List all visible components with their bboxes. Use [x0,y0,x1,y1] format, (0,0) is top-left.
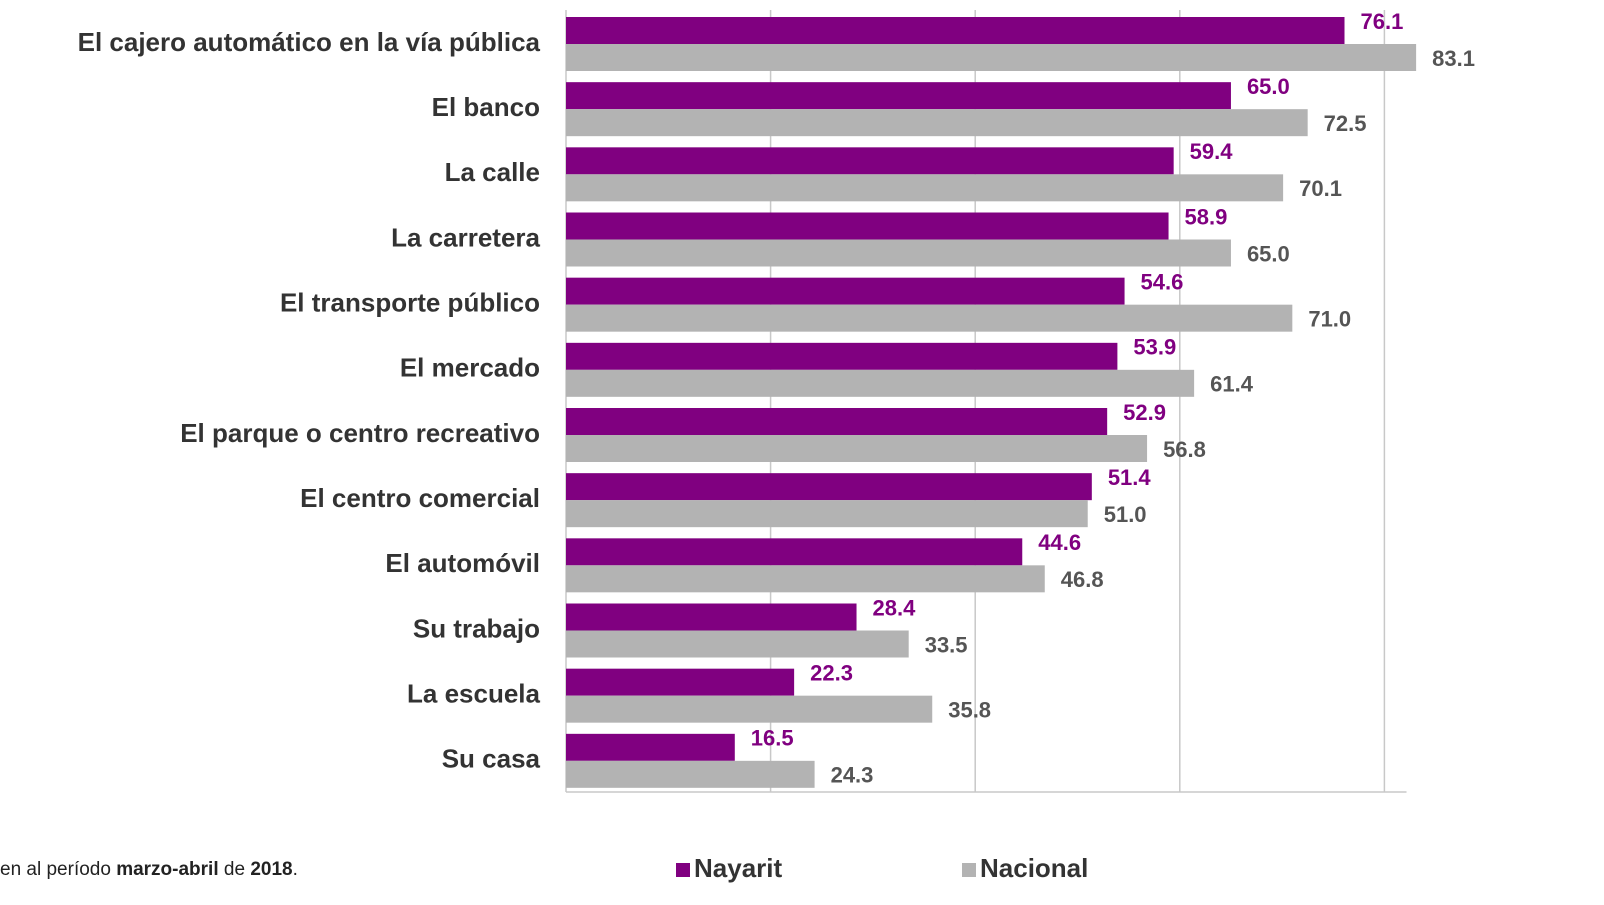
y-tick-label: El mercado [400,353,540,383]
y-tick-label: El banco [432,92,540,122]
bar [566,277,1125,305]
bar [566,82,1231,110]
data-label: 46.8 [1061,567,1104,592]
data-label: 51.0 [1104,502,1147,527]
bar [566,695,933,723]
bar [566,408,1108,435]
bar [566,369,1195,397]
data-label: 24.3 [831,763,874,788]
bar [566,304,1293,332]
bar [566,760,815,788]
y-tick-label: El transporte público [280,288,540,318]
data-label: 28.4 [873,595,917,620]
note-part: en al período [0,859,116,880]
legend-label: Nacional [980,853,1088,883]
data-label: 53.9 [1133,335,1176,360]
bar [566,17,1345,44]
y-tick-label: El centro comercial [300,483,540,513]
data-label: 56.8 [1163,437,1206,462]
data-label: 70.1 [1299,176,1342,201]
legend-swatch [962,863,976,877]
legend-swatch [676,863,690,877]
data-label: 33.5 [925,632,968,657]
data-label: 54.6 [1141,269,1184,294]
note-part: 2018 [250,859,292,880]
bar [566,500,1088,528]
note-part: . [293,859,298,880]
data-label: 83.1 [1432,46,1475,71]
data-label: 44.6 [1038,530,1081,555]
bar [566,733,735,761]
y-tick-label: La carretera [391,222,540,252]
legend-label: Nayarit [694,853,782,883]
bar [566,239,1231,267]
data-label: 72.5 [1324,111,1367,136]
data-label: 65.0 [1247,241,1290,266]
bar [566,44,1417,71]
bar [566,109,1308,137]
bar [566,435,1148,462]
note-part: marzo-abril [116,859,218,880]
bar [566,603,857,631]
data-label: 76.1 [1361,9,1404,34]
y-tick-label: El automóvil [385,548,540,578]
bar [566,147,1174,175]
y-tick-label: Su trabajo [413,613,540,643]
data-label: 22.3 [810,660,853,685]
bar [566,342,1118,370]
y-tick-label: La escuela [407,679,541,709]
data-label: 65.0 [1247,74,1290,99]
bar [566,630,909,658]
y-tick-label: La calle [445,157,540,187]
y-tick-label: Su casa [442,744,541,774]
y-tick-label: El cajero automático en la vía pública [78,27,541,57]
bar [566,565,1045,593]
data-label: 35.8 [948,697,991,722]
data-label: 16.5 [751,726,794,751]
data-label: 71.0 [1308,306,1351,331]
note: en al período marzo-abril de 2018. [0,859,298,880]
data-label: 59.4 [1190,139,1234,164]
bar [566,538,1023,566]
y-tick-label: El parque o centro recreativo [180,418,540,448]
data-label: 51.4 [1108,465,1152,490]
bar [566,174,1284,202]
bar [566,212,1169,240]
data-label: 52.9 [1123,400,1166,425]
note-part: de [219,859,251,880]
data-label: 58.9 [1185,204,1228,229]
bar [566,473,1092,501]
data-label: 61.4 [1210,372,1254,397]
bar [566,668,795,696]
